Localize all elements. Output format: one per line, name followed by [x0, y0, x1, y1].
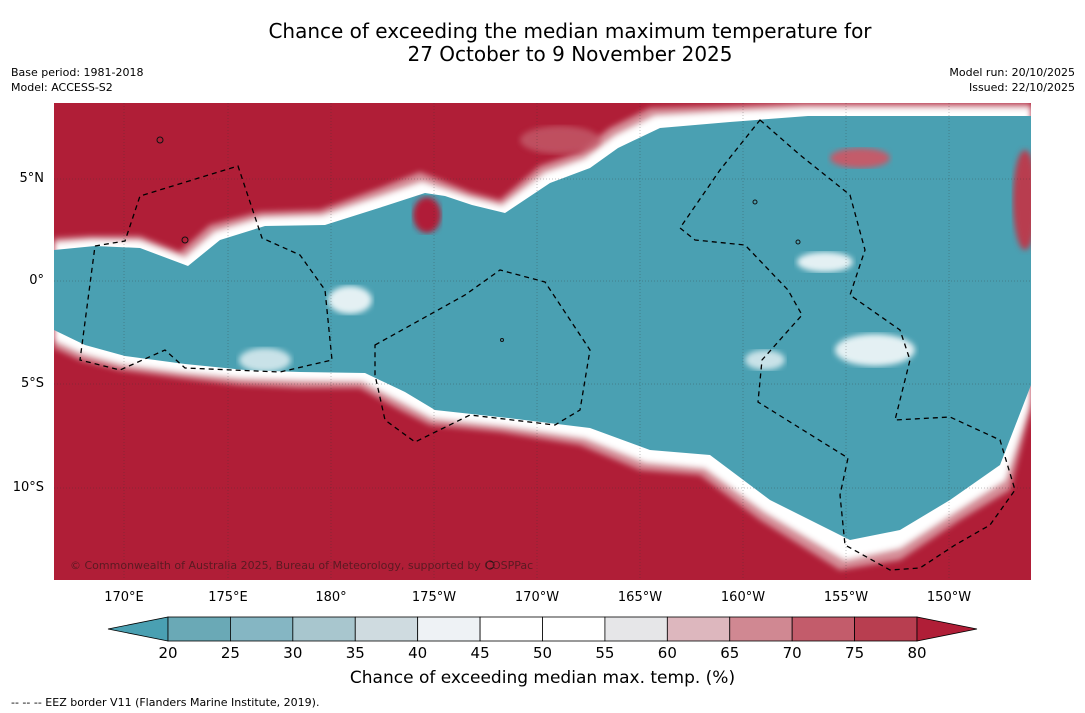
copyright-text: © Commonwealth of Australia 2025, Bureau… [70, 559, 534, 572]
graticule [54, 103, 1031, 580]
lon-label-180: 180° [315, 590, 347, 605]
colorbar-tick-label: 40 [408, 644, 428, 662]
colorbar-segment [479, 616, 543, 642]
lon-label-175w: 175°W [411, 590, 457, 605]
lon-label-170w: 170°W [514, 590, 560, 605]
colorbar-segment [729, 616, 793, 642]
colorbar-tick-label: 75 [845, 644, 865, 662]
colorbar-tick-label: 55 [595, 644, 615, 662]
lat-label-5n: 5°N [19, 171, 45, 186]
lon-label-175e: 175°E [208, 590, 248, 605]
colorbar-segment [292, 616, 356, 642]
model-name: Model: ACCESS-S2 [11, 81, 113, 94]
model-run: Model run: 20/10/2025 [949, 66, 1075, 79]
colorbar-tick-label: 65 [720, 644, 740, 662]
meta-left: Base period: 1981-2018 Model: ACCESS-S2 [11, 65, 143, 95]
colorbar-extend-low [107, 616, 169, 642]
colorbar-segment [854, 616, 918, 642]
map-title: Chance of exceeding the median maximum t… [0, 20, 1085, 66]
lon-label-170e: 170°E [104, 590, 144, 605]
title-line-1: Chance of exceeding the median maximum t… [268, 19, 872, 43]
colorbar-tick-label: 50 [532, 644, 553, 662]
colorbar-tick-label: 45 [470, 644, 490, 662]
eez-legend-note: -- -- -- EEZ border V11 (Flanders Marine… [11, 696, 320, 709]
probability-field [54, 103, 1031, 580]
colorbar-tick-label: 25 [220, 644, 240, 662]
colorbar-extend-high [916, 616, 978, 642]
colorbar-tick-label: 60 [657, 644, 677, 662]
meta-right: Model run: 20/10/2025 Issued: 22/10/2025 [949, 65, 1075, 95]
colorbar-label: Chance of exceeding median max. temp. (%… [349, 668, 736, 688]
colorbar-tick-label: 20 [158, 644, 178, 662]
colorbar-segment [167, 616, 231, 642]
lon-label-165w: 165°W [617, 590, 663, 605]
low-probability-region [54, 116, 1031, 540]
colorbar-segment [542, 616, 606, 642]
lon-label-155w: 155°W [823, 590, 869, 605]
lat-label-10s: 10°S [12, 480, 44, 495]
islands [156, 136, 801, 570]
colorbar [107, 616, 978, 642]
lon-label-150w: 150°W [926, 590, 972, 605]
base-period: Base period: 1981-2018 [11, 66, 144, 79]
colorbar-tick-label: 30 [283, 644, 303, 662]
eez-borders [79, 119, 1016, 571]
lat-label-0: 0° [29, 273, 44, 288]
lon-label-160w: 160°W [720, 590, 766, 605]
colorbar-tick-label: 35 [345, 644, 365, 662]
colorbar-segment [604, 616, 668, 642]
lat-label-5s: 5°S [20, 376, 44, 391]
colorbar-segment [791, 616, 855, 642]
issued-date: Issued: 22/10/2025 [968, 81, 1075, 94]
title-line-2: 27 October to 9 November 2025 [407, 42, 733, 66]
colorbar-segment [354, 616, 419, 642]
colorbar-segment [417, 616, 481, 642]
colorbar-segment [230, 616, 294, 642]
colorbar-segment [666, 616, 731, 642]
colorbar-tick-label: 70 [782, 644, 802, 662]
colorbar-tick-label: 80 [907, 644, 927, 662]
